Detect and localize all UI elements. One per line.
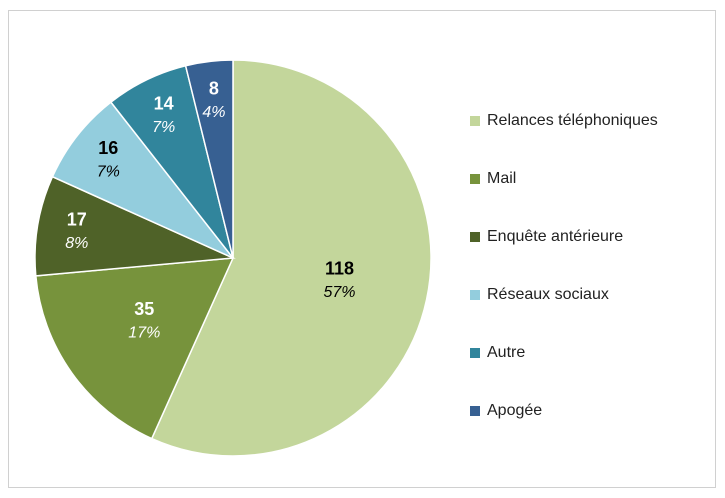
slice-percent-label: 7% [152,119,175,136]
slice-value-label: 118 [325,259,354,279]
legend-label: Mail [487,170,516,187]
legend-swatch [470,406,480,416]
pie-slice [34,175,236,277]
legend-label: Relances téléphoniques [487,112,658,129]
slice-value-label: 14 [154,93,174,113]
slice-percent-label: 7% [97,164,120,181]
legend-label: Autre [487,344,525,361]
slice-value-label: 17 [67,210,87,230]
legend-swatch [470,290,480,300]
slice-value-label: 35 [134,299,154,319]
legend-label: Réseaux sociaux [487,286,609,303]
slice-value-label: 8 [209,79,219,99]
legend-swatch [470,116,480,126]
legend-swatch [470,348,480,358]
slice-percent-label: 17% [128,324,160,341]
pie-slice [34,257,235,440]
pie-slice [184,59,234,259]
slice-percent-label: 8% [65,235,88,252]
pie-slice [150,59,432,457]
legend-label: Apogée [487,402,542,419]
slice-percent-label: 4% [202,104,225,121]
legend-swatch [470,232,480,242]
legend-label: Enquête antérieure [487,228,623,245]
slice-percent-label: 57% [323,284,355,301]
pie-slice [51,101,234,259]
slice-value-label: 16 [98,138,118,158]
legend-swatch [470,174,480,184]
